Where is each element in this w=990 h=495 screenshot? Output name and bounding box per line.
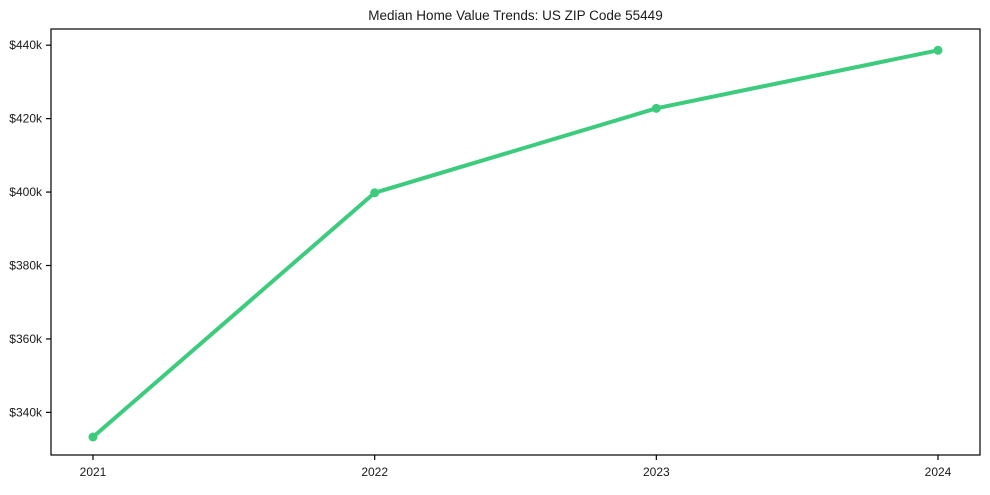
trend-line [91,48,940,440]
plot-border [50,28,981,456]
y-tick-label: $400k [9,185,43,199]
y-tick-label: $340k [9,405,43,419]
data-point-marker [651,103,661,113]
chart-title: Median Home Value Trends: US ZIP Code 55… [368,8,662,23]
y-tick-label: $380k [9,259,43,273]
y-tick-label: $360k [9,332,43,346]
y-tick-label: $440k [9,38,43,52]
x-tick-label: 2023 [643,465,670,479]
data-point-marker [88,432,98,442]
x-tick-label: 2022 [361,465,388,479]
x-tick-label: 2024 [925,465,952,479]
x-tick-label: 2021 [80,465,107,479]
data-point-marker [933,45,943,55]
data-point-marker [370,188,380,198]
y-tick-label: $420k [9,112,43,126]
